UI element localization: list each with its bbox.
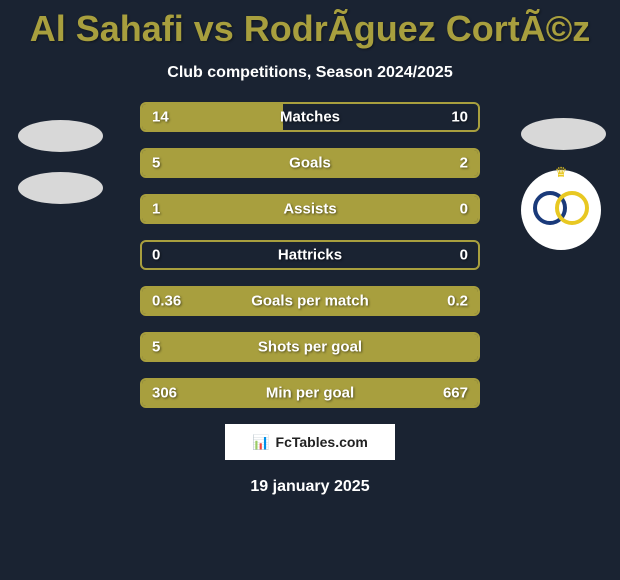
bar-left	[142, 150, 377, 176]
player-left-avatars	[18, 120, 103, 224]
club-placeholder	[18, 172, 103, 204]
stat-row: 1 Assists 0	[140, 194, 480, 224]
stat-value-right: 667	[443, 385, 468, 402]
ring-icon	[555, 191, 589, 225]
crown-icon: ♛	[555, 164, 568, 181]
page-title: Al Sahafi vs RodrÃ­guez CortÃ©z	[0, 0, 620, 50]
stat-label: Min per goal	[266, 385, 354, 402]
stat-label: Assists	[283, 201, 336, 218]
stat-label: Goals	[289, 155, 331, 172]
stat-row: 5 Goals 2	[140, 148, 480, 178]
stat-value-right: 0	[460, 247, 468, 264]
stat-label: Hattricks	[278, 247, 342, 264]
stat-label: Goals per match	[251, 293, 369, 310]
avatar-placeholder	[18, 120, 103, 152]
stat-value-left: 0	[152, 247, 160, 264]
avatar-placeholder	[521, 118, 606, 150]
stat-value-left: 0.36	[152, 293, 181, 310]
stat-value-left: 5	[152, 155, 160, 172]
stat-row: 0.36 Goals per match 0.2	[140, 286, 480, 316]
chart-icon: 📊	[252, 434, 269, 451]
date-text: 19 january 2025	[0, 478, 620, 496]
stat-row: 306 Min per goal 667	[140, 378, 480, 408]
brand-text: FcTables.com	[276, 434, 368, 450]
brand-badge: 📊 FcTables.com	[225, 424, 395, 460]
stat-row: 5 Shots per goal	[140, 332, 480, 362]
stat-label: Matches	[280, 109, 340, 126]
stat-row: 14 Matches 10	[140, 102, 480, 132]
stat-value-right: 0	[460, 201, 468, 218]
stat-value-right: 0.2	[447, 293, 468, 310]
stat-value-left: 14	[152, 109, 169, 126]
stat-value-right: 2	[460, 155, 468, 172]
stat-row: 0 Hattricks 0	[140, 240, 480, 270]
subtitle: Club competitions, Season 2024/2025	[0, 64, 620, 82]
stat-label: Shots per goal	[258, 339, 362, 356]
stats-container: 14 Matches 10 5 Goals 2 1 Assists 0 0 Hattricks 0 0.…	[140, 102, 480, 408]
stat-value-right: 10	[451, 109, 468, 126]
stat-value-left: 306	[152, 385, 177, 402]
stat-value-left: 5	[152, 339, 160, 356]
player-right-avatars: ♛	[521, 118, 606, 250]
stat-value-left: 1	[152, 201, 160, 218]
club-badge: ♛	[521, 170, 601, 250]
